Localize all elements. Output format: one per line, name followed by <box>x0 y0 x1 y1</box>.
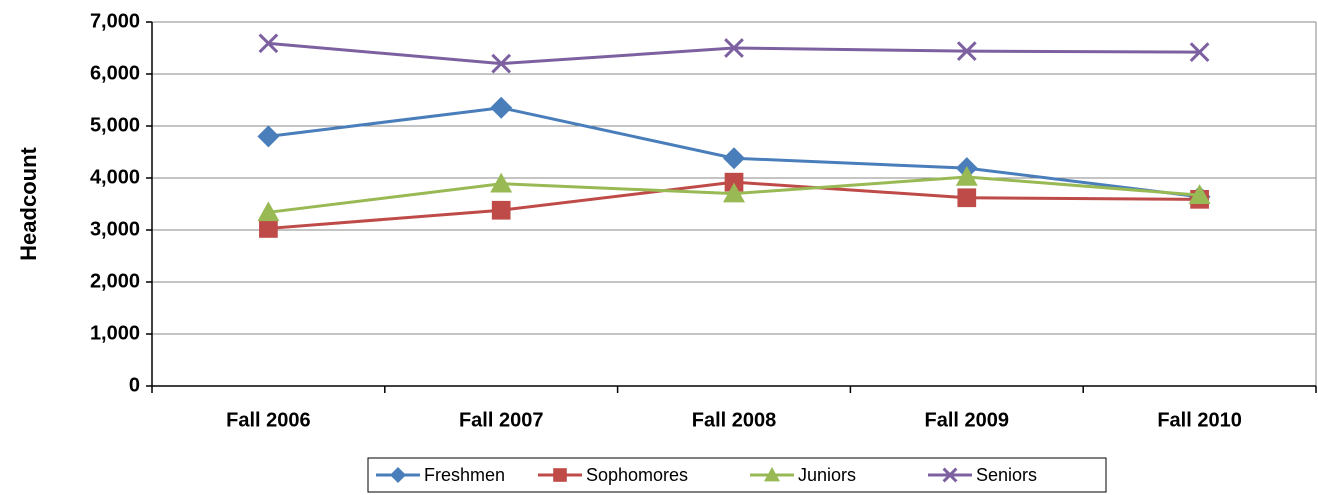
y-tick-label: 6,000 <box>90 62 140 84</box>
marker <box>957 188 977 208</box>
marker <box>491 200 511 220</box>
marker <box>942 467 958 483</box>
legend-label: Sophomores <box>586 465 688 485</box>
x-tick-label: Fall 2007 <box>459 409 544 431</box>
legend-label: Freshmen <box>424 465 505 485</box>
marker <box>258 33 279 54</box>
marker <box>259 219 278 238</box>
y-tick-label: 3,000 <box>90 218 140 240</box>
marker <box>764 467 780 482</box>
marker <box>490 96 513 119</box>
marker <box>955 165 978 186</box>
y-tick-label: 0 <box>129 374 140 396</box>
marker <box>553 468 567 482</box>
y-tick-label: 2,000 <box>90 270 140 292</box>
legend-label: Seniors <box>976 465 1037 485</box>
x-tick-label: Fall 2008 <box>692 409 777 431</box>
x-tick-label: Fall 2006 <box>226 409 311 431</box>
x-tick-label: Fall 2010 <box>1157 409 1242 431</box>
marker <box>1189 42 1210 63</box>
marker <box>956 41 977 61</box>
y-tick-label: 7,000 <box>90 10 140 32</box>
marker <box>724 172 744 192</box>
y-tick-label: 5,000 <box>90 114 140 136</box>
y-tick-label: 1,000 <box>90 322 140 344</box>
legend-label: Juniors <box>798 465 856 485</box>
x-tick-label: Fall 2009 <box>925 409 1010 431</box>
marker <box>723 147 745 170</box>
marker <box>390 467 406 483</box>
marker <box>490 172 513 193</box>
marker <box>1188 184 1211 204</box>
marker <box>491 53 512 74</box>
marker <box>723 182 745 203</box>
legend-box <box>367 457 1107 493</box>
y-tick-label: 4,000 <box>90 166 140 188</box>
marker <box>724 38 744 58</box>
marker <box>257 125 280 148</box>
y-axis-label: Headcount <box>16 146 41 260</box>
marker <box>257 201 280 222</box>
